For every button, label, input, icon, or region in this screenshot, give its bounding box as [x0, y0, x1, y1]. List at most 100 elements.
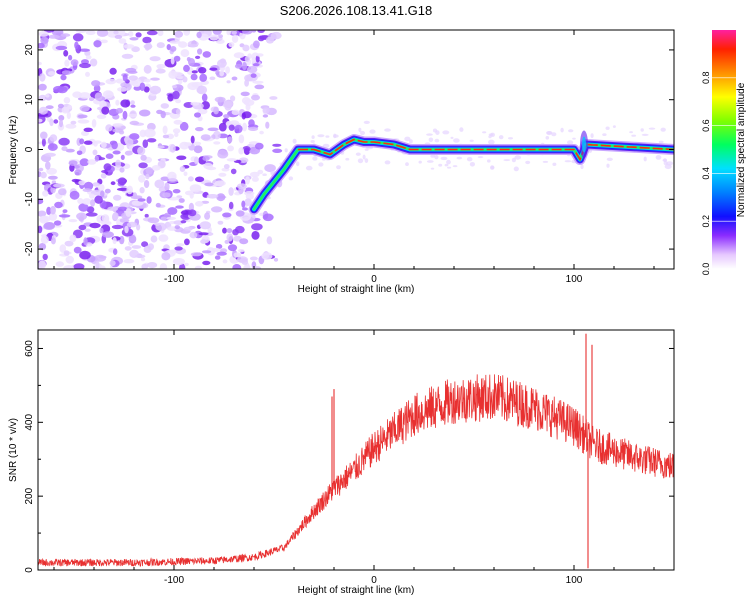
noise-blob	[101, 106, 110, 115]
noise-blob	[197, 48, 203, 55]
noise-blob	[184, 142, 192, 147]
noise-blob	[231, 76, 238, 81]
noise-blob	[91, 119, 97, 128]
noise-blob	[70, 59, 79, 66]
noise-blob	[95, 260, 100, 269]
noise-blob	[176, 155, 187, 161]
noise-blob	[130, 104, 136, 108]
halo-blob	[310, 140, 315, 143]
noise-blob	[182, 76, 188, 83]
noise-blob	[209, 76, 216, 81]
noise-blob	[120, 154, 125, 160]
halo-blob	[430, 154, 436, 158]
noise-blob	[83, 140, 93, 145]
noise-blob	[48, 175, 58, 180]
noise-blob	[112, 150, 121, 155]
noise-blob	[167, 93, 174, 102]
noise-blob	[173, 119, 183, 125]
noise-blob	[162, 125, 168, 135]
noise-blob	[121, 53, 134, 59]
noise-blob	[150, 77, 160, 81]
halo-blob	[305, 165, 313, 171]
noise-blob	[236, 183, 247, 190]
noise-blob	[60, 33, 71, 37]
noise-blob	[129, 133, 140, 140]
noise-blob	[39, 73, 46, 82]
noise-blob	[90, 199, 96, 207]
halo-blob	[648, 127, 656, 130]
noise-blob	[83, 237, 88, 246]
noise-blob	[100, 190, 105, 198]
noise-blob	[202, 51, 212, 58]
halo-blob	[511, 157, 516, 163]
noise-blob	[230, 168, 237, 175]
noise-blob	[91, 80, 101, 87]
halo-blob	[428, 137, 434, 143]
noise-blob	[141, 263, 148, 269]
noise-blob	[53, 85, 65, 93]
noise-blob	[79, 105, 90, 112]
noise-blob	[257, 30, 265, 33]
noise-blob	[195, 201, 204, 207]
noise-blob	[190, 135, 195, 144]
noise-blob	[197, 108, 208, 115]
halo-blob	[545, 136, 550, 140]
noise-blob	[230, 95, 236, 102]
noise-blob	[137, 146, 146, 156]
noise-blob	[239, 238, 249, 245]
noise-blob	[84, 181, 94, 191]
noise-blob	[53, 183, 65, 188]
noise-blob	[252, 266, 262, 269]
noise-blob	[248, 119, 255, 127]
noise-blob	[78, 224, 87, 231]
halo-blob	[568, 129, 574, 133]
noise-blob	[79, 250, 91, 260]
halo-blob	[288, 176, 294, 181]
noise-blob	[157, 64, 162, 70]
noise-blob	[161, 252, 171, 261]
spectrogram-signal-track	[248, 130, 674, 215]
noise-blob	[174, 225, 180, 230]
noise-blob	[245, 193, 254, 200]
noise-blob	[222, 212, 232, 218]
noise-blob	[144, 213, 149, 218]
noise-blob	[214, 255, 221, 260]
halo-blob	[357, 158, 364, 164]
noise-blob	[53, 220, 62, 226]
noise-blob	[184, 262, 189, 267]
noise-blob	[40, 235, 49, 244]
noise-blob	[131, 46, 140, 53]
noise-blob	[101, 170, 108, 173]
noise-blob	[131, 245, 142, 249]
halo-blob	[450, 136, 454, 139]
noise-blob	[174, 132, 179, 138]
halo-blob	[292, 138, 297, 144]
noise-blob	[100, 39, 108, 44]
noise-blob	[65, 148, 75, 153]
noise-blob	[231, 30, 237, 35]
noise-blob	[88, 97, 95, 102]
noise-blob	[233, 252, 242, 258]
noise-blob	[69, 190, 80, 200]
noise-blob	[112, 212, 119, 221]
halo-blob	[643, 156, 647, 162]
noise-blob	[252, 80, 264, 84]
noise-blob	[157, 30, 164, 37]
halo-blob	[560, 127, 564, 133]
halo-blob	[552, 162, 557, 166]
noise-blob	[53, 119, 59, 124]
halo-blob	[546, 131, 553, 135]
halo-blob	[629, 131, 633, 134]
noise-blob	[189, 193, 194, 199]
noise-blob	[104, 188, 111, 194]
snr-y-label: SNR (10 * v/v)	[8, 418, 19, 482]
halo-blob	[296, 161, 300, 167]
noise-blob	[188, 176, 194, 182]
halo-blob	[453, 138, 460, 143]
noise-blob	[77, 114, 88, 119]
noise-blob	[145, 42, 152, 50]
noise-blob	[212, 30, 222, 35]
noise-blob	[77, 198, 84, 204]
noise-blob	[242, 122, 248, 132]
